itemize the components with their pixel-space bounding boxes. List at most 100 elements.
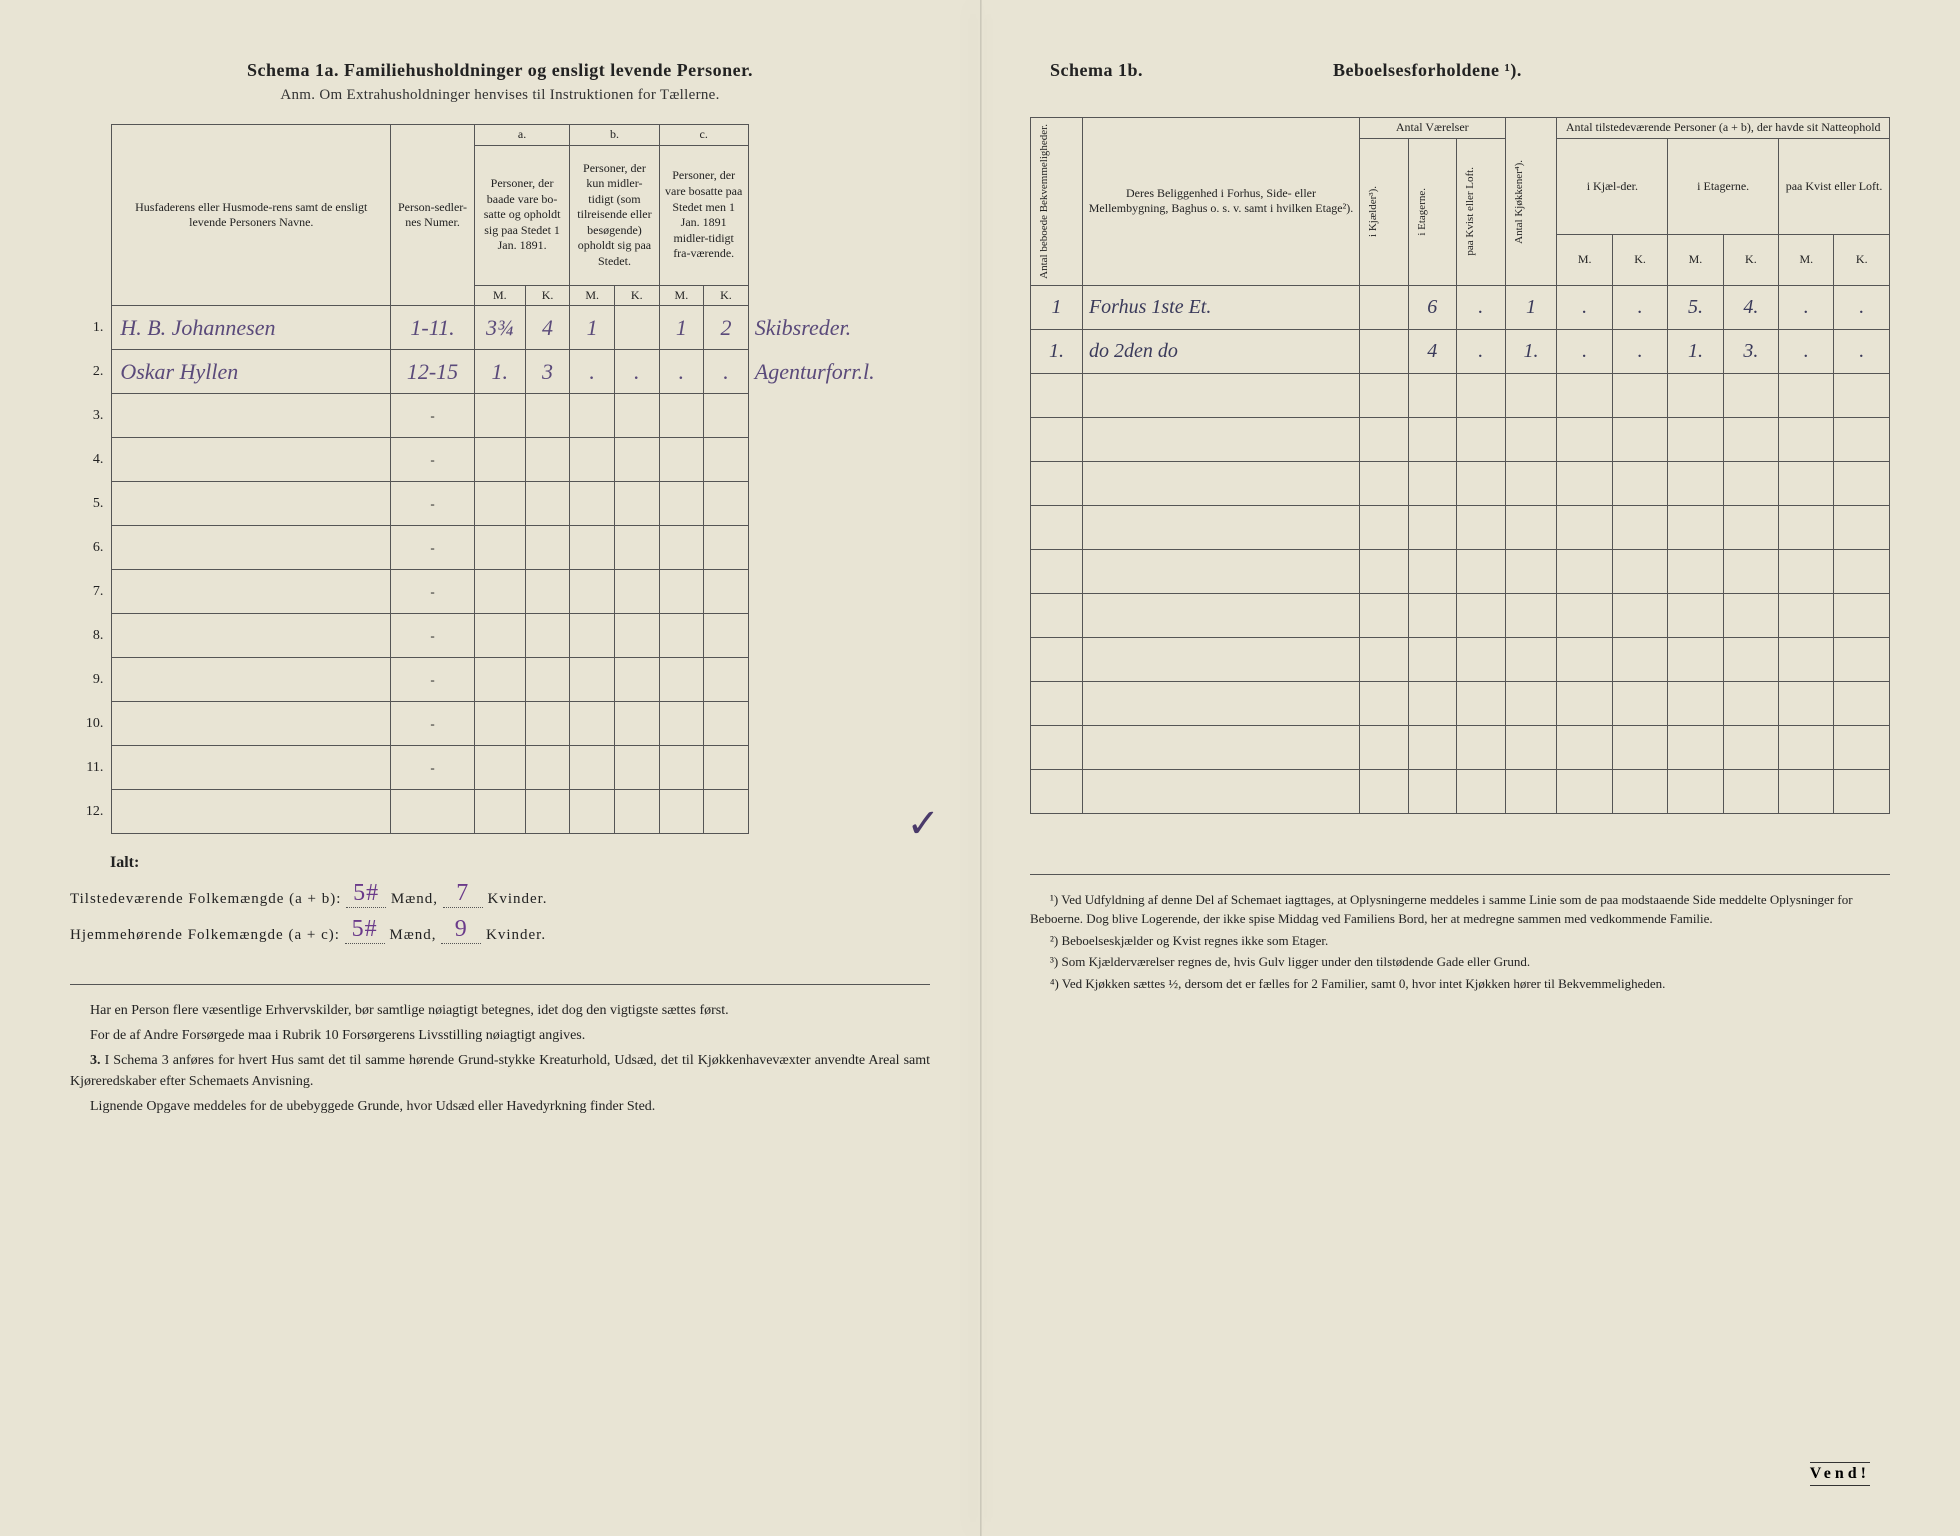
a-m-cell	[474, 526, 525, 570]
footer-p1: Har en Person flere væsentlige Erhvervsk…	[70, 1000, 930, 1021]
row-number: 3.	[70, 394, 112, 438]
header-personsedler: Person-sedler-nes Numer.	[391, 125, 475, 306]
beb-cell	[1031, 373, 1083, 417]
row-number: 6.	[70, 526, 112, 570]
c-k-cell	[704, 438, 749, 482]
header-m: M.	[570, 285, 615, 306]
b-m-cell	[570, 746, 615, 790]
kj-cell	[1360, 417, 1408, 461]
et-cell	[1408, 417, 1456, 461]
total1-m: 5#	[346, 880, 386, 908]
kjok-cell: 1	[1505, 285, 1557, 329]
table-row: 12.	[70, 790, 930, 834]
b-k-cell	[614, 482, 659, 526]
header-m: M.	[1779, 235, 1834, 286]
vm-cell	[1779, 681, 1834, 725]
header-m: M.	[1557, 235, 1612, 286]
table-row	[1031, 593, 1890, 637]
occupation-cell	[748, 482, 930, 526]
c-m-cell	[659, 658, 704, 702]
header-c-text: Personer, der vare bosatte paa Stedet me…	[659, 145, 748, 285]
c-k-cell	[704, 526, 749, 570]
total1-label: Tilstedeværende Folkemængde (a + b):	[70, 891, 341, 907]
header-etag2: i Etagerne.	[1668, 138, 1779, 234]
et-cell: 4	[1408, 329, 1456, 373]
table-row: 1 Forhus 1ste Et. 6 . 1 . . 5. 4. . .	[1031, 285, 1890, 329]
km-cell	[1557, 637, 1612, 681]
sedler-cell	[391, 790, 475, 834]
c-k-cell	[704, 746, 749, 790]
schema-1a-title: Schema 1a. Familiehusholdninger og ensli…	[70, 60, 930, 81]
c-k-cell	[704, 570, 749, 614]
vk-cell	[1834, 549, 1890, 593]
kj-cell	[1360, 505, 1408, 549]
km-cell: .	[1557, 285, 1612, 329]
c-m-cell: .	[659, 350, 704, 394]
row-number: 4.	[70, 438, 112, 482]
kvinder-label: Kvinder.	[487, 891, 547, 907]
check-mark-icon: ✓	[906, 800, 940, 847]
ek-cell	[1723, 549, 1778, 593]
maend-label: Mænd,	[391, 891, 438, 907]
a-m-cell	[474, 438, 525, 482]
header-antal-beb: Antal beboede Bekvemmeligheder.	[1035, 120, 1053, 283]
occupation-cell: Agenturforr.l.	[748, 350, 930, 394]
km-cell	[1557, 681, 1612, 725]
row-number: 5.	[70, 482, 112, 526]
b-k-cell	[614, 658, 659, 702]
km-cell	[1557, 769, 1612, 813]
km-cell	[1557, 417, 1612, 461]
et-cell	[1408, 593, 1456, 637]
name-cell	[112, 570, 391, 614]
em-cell	[1668, 725, 1723, 769]
c-m-cell	[659, 746, 704, 790]
maend-label: Mænd,	[389, 927, 436, 943]
c-m-cell	[659, 790, 704, 834]
header-etagerne: i Etagerne.	[1413, 184, 1431, 240]
kjok-cell	[1505, 725, 1557, 769]
beb-cell	[1031, 637, 1083, 681]
beb-cell	[1031, 417, 1083, 461]
beb-cell	[1031, 505, 1083, 549]
table-row	[1031, 769, 1890, 813]
header-m: M.	[659, 285, 704, 306]
a-m-cell: 1.	[474, 350, 525, 394]
vk-cell	[1834, 461, 1890, 505]
left-page: Schema 1a. Familiehusholdninger og ensli…	[0, 0, 980, 1536]
kk-cell	[1612, 725, 1667, 769]
beb-cell: 1.	[1031, 329, 1083, 373]
b-k-cell	[614, 306, 659, 350]
table-row: 9. -	[70, 658, 930, 702]
a-k-cell	[525, 570, 570, 614]
em-cell	[1668, 593, 1723, 637]
b-k-cell	[614, 438, 659, 482]
km-cell	[1557, 505, 1612, 549]
header-a-text: Personer, der baade vare bo-satte og oph…	[474, 145, 570, 285]
kj-cell	[1360, 769, 1408, 813]
a-k-cell: 3	[525, 350, 570, 394]
occupation-cell	[748, 746, 930, 790]
kk-cell	[1612, 417, 1667, 461]
b-m-cell	[570, 482, 615, 526]
et-cell	[1408, 769, 1456, 813]
kk-cell: .	[1612, 329, 1667, 373]
table-row	[1031, 417, 1890, 461]
kjok-cell	[1505, 373, 1557, 417]
header-antal-vaer: Antal Værelser	[1360, 118, 1505, 139]
sedler-cell: -	[391, 526, 475, 570]
kv-cell	[1457, 637, 1505, 681]
kv-cell	[1457, 681, 1505, 725]
kv-cell	[1457, 505, 1505, 549]
belig-cell	[1082, 373, 1359, 417]
name-cell	[112, 482, 391, 526]
km-cell	[1557, 373, 1612, 417]
vk-cell	[1834, 637, 1890, 681]
c-k-cell	[704, 482, 749, 526]
footnote-3: ³) Som Kjælderværelser regnes de, hvis G…	[1030, 952, 1890, 972]
header-m: M.	[474, 285, 525, 306]
b-k-cell	[614, 614, 659, 658]
beb-cell	[1031, 681, 1083, 725]
header-b-top: b.	[570, 125, 659, 146]
km-cell	[1557, 725, 1612, 769]
km-cell	[1557, 593, 1612, 637]
